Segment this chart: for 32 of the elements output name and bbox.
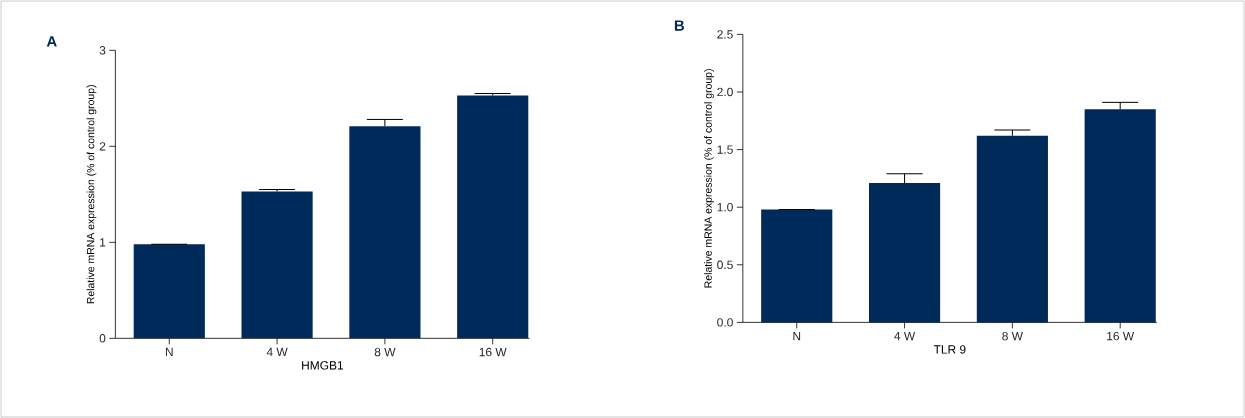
y-tick-label: 0: [99, 334, 106, 343]
bar: [761, 209, 833, 323]
x-tick-label: 8 W: [1002, 331, 1023, 341]
bar: [349, 126, 421, 339]
bar: [241, 191, 313, 339]
x-tick-label: 16 W: [479, 347, 507, 357]
x-tick-label: 4 W: [266, 347, 288, 357]
x-axis-title: TLR 9: [933, 345, 966, 354]
bar: [133, 244, 205, 339]
y-tick-label: 2.0: [717, 87, 733, 97]
x-axis-title: HMGB1: [302, 361, 344, 370]
y-tick-label: 1.5: [717, 145, 733, 154]
chart-title: A: [46, 36, 57, 47]
x-tick-label: 8 W: [374, 347, 396, 357]
y-tick-label: 3: [99, 46, 106, 55]
y-tick-label: 0.0: [717, 318, 733, 327]
y-tick-label: 2.5: [717, 30, 733, 39]
y-axis-title: Relative mRNA expression (% of control group): [704, 69, 714, 288]
y-tick-label: 0.5: [717, 260, 733, 270]
x-tick-label: 4 W: [894, 331, 916, 341]
bar: [868, 182, 941, 323]
x-tick-label: N: [165, 347, 173, 357]
y-tick-label: 1.0: [717, 202, 733, 212]
x-tick-label: N: [793, 331, 801, 341]
chart-title: B: [674, 20, 685, 31]
x-tick-label: 16 W: [1107, 331, 1135, 341]
bar: [457, 95, 529, 339]
y-tick-label: 2: [99, 142, 106, 151]
y-axis-title: Relative mRNA expression (% of control group): [86, 85, 97, 304]
bar: [976, 135, 1048, 323]
y-tick-label: 1: [100, 238, 106, 247]
bar: [1084, 109, 1156, 323]
